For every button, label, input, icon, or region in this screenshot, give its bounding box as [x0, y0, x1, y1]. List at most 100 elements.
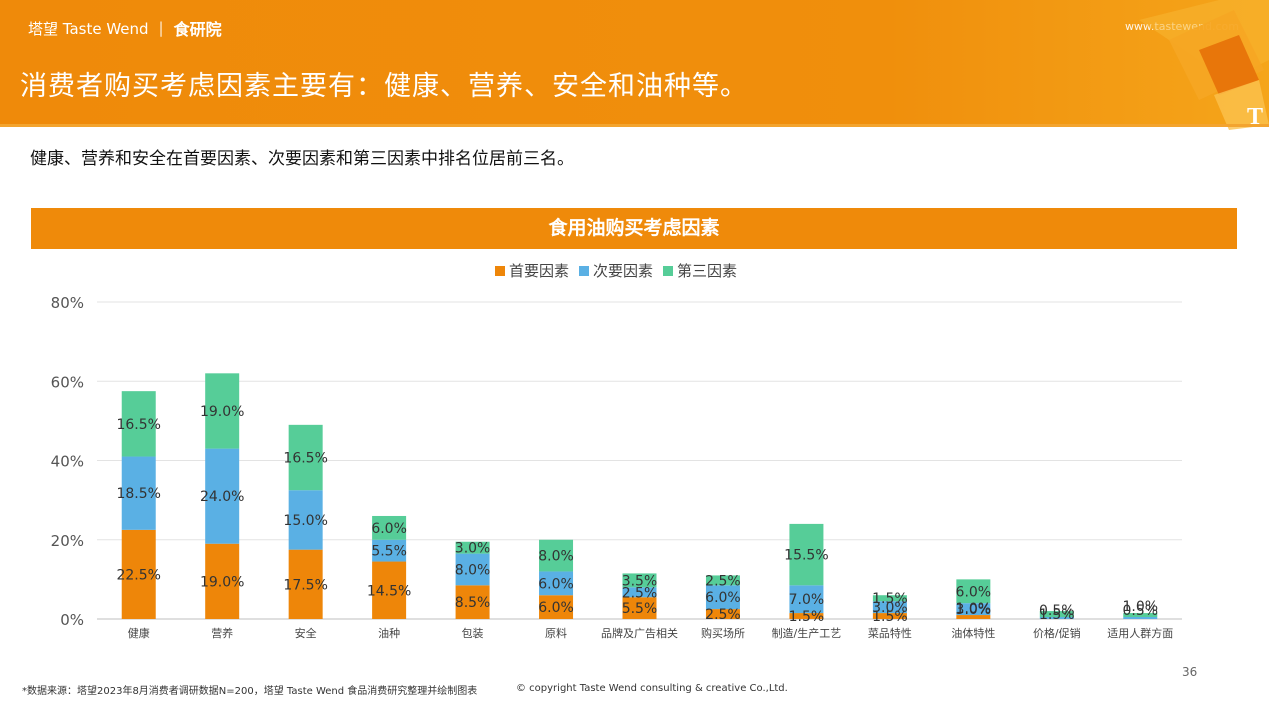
bar-segment — [956, 579, 991, 604]
x-tick-label: 健康 — [128, 626, 150, 640]
x-tick-label: 营养 — [211, 626, 233, 640]
y-tick-label: 40% — [51, 453, 84, 471]
legend-label-3: 第三因素 — [677, 262, 737, 280]
bar-segment — [789, 613, 824, 619]
bar-segment — [956, 603, 991, 616]
bar-segment — [372, 561, 407, 619]
data-label: 6.0% — [371, 521, 407, 537]
chart-grid — [97, 301, 1182, 620]
header-bar: 塔望 Taste Wend | 食研院 www.tastewend.com 消费… — [0, 0, 1269, 130]
bar-segment — [789, 585, 824, 614]
bar-segment — [288, 490, 323, 550]
data-label: 24.0% — [200, 489, 244, 505]
bar-segment — [705, 609, 740, 619]
x-tick-label: 油体特性 — [951, 626, 995, 640]
data-label: 15.0% — [283, 513, 327, 529]
bar-segment — [205, 543, 240, 619]
bar-segment — [789, 523, 824, 586]
bar-segment — [705, 585, 740, 610]
bar-segment — [121, 391, 156, 457]
bar-segment — [121, 529, 156, 619]
chart-bars — [121, 373, 1158, 619]
bar-segment — [455, 553, 490, 586]
bar-segment — [372, 539, 407, 562]
legend-swatch-2 — [579, 266, 589, 276]
x-tick-label: 包装 — [462, 627, 484, 640]
bar-segment — [1123, 613, 1158, 618]
legend-swatch-3 — [663, 266, 673, 276]
data-label: 3.5% — [622, 573, 658, 589]
data-label: 2.5% — [622, 585, 658, 601]
bar-segment — [622, 573, 657, 588]
data-label: 2.5% — [705, 607, 741, 623]
y-tick-label: 80% — [51, 294, 84, 312]
data-label: 3.0% — [872, 600, 908, 616]
data-label: 1.0% — [956, 601, 992, 617]
bar-segment — [622, 597, 657, 619]
bar-segment — [1039, 617, 1074, 619]
data-label: 6.0% — [538, 576, 574, 592]
data-label: 1.5% — [872, 591, 908, 607]
data-label: 7.0% — [789, 592, 825, 608]
bar-segment — [872, 613, 907, 619]
stacked-bar-chart: 首要因素 次要因素 第三因素 0% 20% 40% 60% 80% 22.5% 18.5% 16… — [51, 262, 1182, 640]
page-number: 36 — [1182, 665, 1198, 679]
y-axis: 0% 20% 40% 60% 80% — [51, 294, 84, 629]
bar-segment — [288, 549, 323, 619]
bar-segment — [872, 601, 907, 614]
chart-banner: 食用油购买考虑因素 — [31, 208, 1237, 249]
y-tick-label: 20% — [51, 532, 84, 550]
bar-segment — [121, 456, 156, 530]
data-label: 16.5% — [283, 451, 327, 467]
bar-segment — [1123, 617, 1158, 619]
data-label: 0.5% — [1039, 603, 1075, 619]
data-label: 3.0% — [956, 602, 992, 618]
bar-segment — [622, 587, 657, 598]
subheadline: 健康、营养和安全在首要因素、次要因素和第三因素中排名位居前三名。 — [30, 149, 574, 169]
legend-swatch-1 — [495, 266, 505, 276]
bar-segment — [205, 448, 240, 544]
x-tick-label: 品牌及广告相关 — [601, 626, 678, 640]
page-title: 消费者购买考虑因素主要有：健康、营养、安全和油种等。 — [20, 71, 748, 102]
data-label: 19.0% — [200, 574, 244, 590]
bar-segment — [539, 539, 574, 572]
data-label: 22.5% — [116, 567, 160, 583]
data-label: 6.0% — [956, 584, 992, 600]
bar-segment — [872, 595, 907, 602]
bar-segment — [956, 615, 991, 619]
data-label: 3.0% — [455, 541, 491, 557]
brand-sub: 食研院 — [173, 20, 222, 39]
svg-text:T: T — [1247, 104, 1263, 130]
y-tick-label: 0% — [60, 611, 84, 629]
brand-name: 塔望 Taste Wend — [28, 19, 149, 38]
source-footnote: *数据来源：塔望2023年8月消费者调研数据N=200，塔望 Taste Wen… — [22, 686, 478, 697]
data-label: 15.5% — [784, 548, 828, 564]
bar-segment — [455, 585, 490, 619]
data-label: 6.0% — [538, 600, 574, 616]
x-tick-label: 购买场所 — [701, 626, 745, 640]
chart-legend: 首要因素 次要因素 第三因素 — [495, 262, 737, 280]
brand-t-emblem: T — [1139, 0, 1269, 130]
bar-segment — [205, 373, 240, 449]
brand-logo: 塔望 Taste Wend | 食研院 — [28, 16, 222, 40]
data-label: 19.0% — [200, 404, 244, 420]
header-underline — [0, 124, 1269, 127]
legend-label-2: 次要因素 — [593, 262, 653, 280]
data-label: 8.5% — [455, 595, 491, 611]
data-label: 5.5% — [371, 544, 407, 560]
data-label: 16.5% — [116, 417, 160, 433]
brand-separator: | — [158, 19, 164, 37]
legend-label-1: 首要因素 — [509, 262, 569, 280]
x-tick-label: 适用人群方面 — [1107, 626, 1173, 640]
bar-segment — [455, 541, 490, 554]
x-tick-label: 安全 — [295, 626, 317, 640]
data-label: 1.5% — [872, 609, 908, 625]
data-label: 17.5% — [283, 577, 327, 593]
data-label: 14.5% — [367, 583, 411, 599]
bar-segment — [539, 571, 574, 596]
data-label: 8.0% — [455, 562, 491, 578]
data-labels: 22.5% 18.5% 16.5% 19.0% 24.0% 19.0% 17.5% 15.0%… — [116, 404, 1158, 625]
y-tick-label: 60% — [51, 373, 84, 391]
copyright-text: © copyright Taste Wend consulting & crea… — [516, 683, 788, 694]
data-label: 6.0% — [705, 590, 741, 606]
